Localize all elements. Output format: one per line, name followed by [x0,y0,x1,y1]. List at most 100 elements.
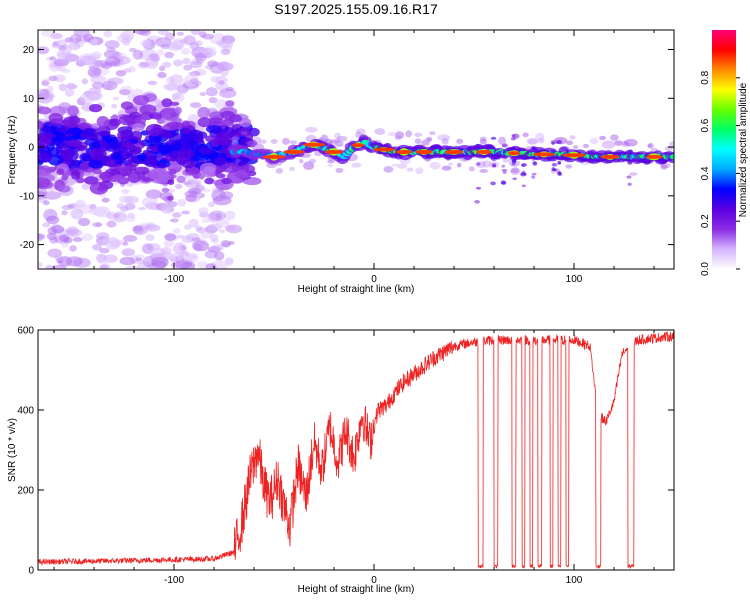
snr-x-tick-label: 100 [566,575,583,586]
spectrogram-cell [321,134,327,138]
spectrogram-cell [196,131,208,140]
spectrogram-cell [47,147,60,158]
spectrogram-cell [537,137,545,144]
spectrogram-cell [337,143,344,147]
spectrogram-cell [174,107,182,114]
spectrogram-cell [448,162,453,166]
spectrogram-cell [556,141,563,144]
spectrogram-cell [479,168,489,174]
spectrogram-cell [57,45,67,51]
spectrogram-cell [105,211,114,219]
spectrogram-cell [610,134,619,141]
spectrogram-cell [175,183,183,190]
spectrogram-cell [92,168,102,175]
spectrogram-cell [134,254,145,259]
spectrogram-cell [46,85,54,93]
spectrogram-cell [281,137,290,145]
spectrogram-cell [114,160,125,165]
spectrogram-cell [512,177,517,181]
spectrogram-cell [140,39,152,47]
spectrogram-cell [167,161,183,173]
snr-panel: -100 0 100 0 200 400 600 Height of straight li… [7,326,675,595]
spectrogram-cell [56,49,67,58]
spectrogram-cell [38,152,53,163]
spectrogram-cell [522,132,529,138]
spectrogram-cell [510,168,520,176]
spectrogram-y-tick-label: -20 [20,240,35,251]
spectrogram-cell [125,265,141,269]
spectrogram-peak [324,149,344,154]
spectrogram-cell [111,103,118,109]
spectrogram-cell [123,234,138,242]
spectrogram-cell [557,161,562,165]
spectrogram-cell [113,213,120,219]
snr-y-tick-label: 200 [17,486,34,497]
spectrogram-cell [104,236,121,250]
spectrogram-cell [220,240,231,247]
spectrogram-cell [335,167,344,174]
spectrogram-cell [66,82,76,90]
spectrogram-cell [127,212,136,219]
spectrogram-cell [60,149,74,161]
spectrogram-cell [327,164,334,167]
spectrogram-cell [629,172,638,176]
spectrogram-cell [90,75,107,84]
spectrogram-cell [223,210,236,221]
spectrogram-cell [551,162,558,167]
spectrogram-cell [225,100,235,107]
spectrogram-cell [157,142,174,154]
spectrogram-y-axis-label: Frequency (Hz) [7,116,18,185]
colorbar-scale [712,30,736,269]
spectrogram-cell [92,244,102,251]
spectrogram-cell [191,177,199,184]
spectrogram-cell [220,162,240,173]
spectrogram-cell [193,243,203,252]
spectrogram-cell [112,96,120,101]
snr-y-tick-label: 0 [28,566,34,577]
spectrogram-cell [266,162,277,169]
spectrogram-cell [88,159,104,169]
spectrogram-cell [106,220,117,228]
spectrogram-cell [50,32,63,40]
spectrogram-cell [102,135,112,141]
spectrogram-y-tick-label: 10 [23,94,35,105]
spectrogram-cell [200,231,213,239]
spectrogram-cell [289,166,295,171]
spectrogram-cell [38,177,51,188]
spectrogram-cell [166,140,176,146]
spectrogram-x-tick-label: 0 [371,274,377,285]
spectrogram-cell [66,226,79,236]
spectrogram-cell [151,256,169,268]
spectrogram-cell [116,203,125,209]
spectrogram-cell [244,139,258,148]
spectrogram-cell [621,142,631,148]
spectrogram-cell [50,226,57,230]
spectrogram-cell [334,140,344,147]
spectrogram-cell [84,138,100,147]
spectrogram-cell [224,257,234,266]
spectrogram-cell [125,152,133,158]
spectrogram-cell [91,81,105,89]
spectrogram-cell [394,135,402,141]
spectrogram-cell [501,143,507,148]
spectrogram-cell [305,126,318,133]
spectrogram-cell [626,175,632,179]
spectrogram-cell [101,197,110,203]
spectrogram-cell [89,38,99,47]
spectrogram-cell [161,206,173,214]
spectrogram-cell [161,130,172,139]
spectrogram-cell [669,154,674,160]
spectrogram-cell [218,79,225,85]
spectrogram-cell [601,140,616,149]
spectrogram-frame [37,29,675,270]
spectrogram-cell [232,135,242,142]
spectrogram-cell [161,187,170,193]
snr-x-tick-label: -100 [164,575,184,586]
spectrogram-cell [123,164,133,173]
spectrogram-cell [38,106,52,115]
spectrogram-cell [246,140,258,147]
spectrogram-cell [168,254,176,259]
spectrogram-cell [181,159,195,169]
spectrogram-cell [119,89,131,96]
spectrogram-cell [167,179,175,186]
